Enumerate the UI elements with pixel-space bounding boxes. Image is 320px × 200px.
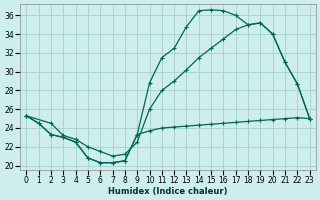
X-axis label: Humidex (Indice chaleur): Humidex (Indice chaleur) (108, 187, 228, 196)
